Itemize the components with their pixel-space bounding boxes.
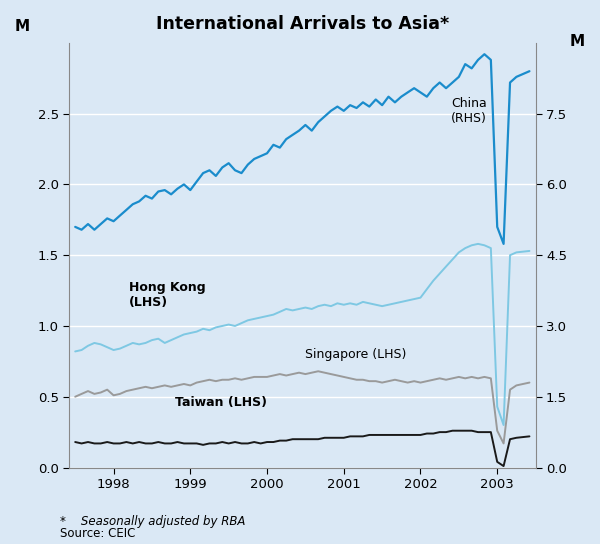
Y-axis label: M: M xyxy=(15,20,30,34)
Text: Source: CEIC: Source: CEIC xyxy=(60,527,136,540)
Text: *    Seasonally adjusted by RBA: * Seasonally adjusted by RBA xyxy=(60,515,245,528)
Y-axis label: M: M xyxy=(570,34,585,50)
Text: Taiwan (LHS): Taiwan (LHS) xyxy=(175,397,267,410)
Text: China
(RHS): China (RHS) xyxy=(451,97,487,125)
Text: Singapore (LHS): Singapore (LHS) xyxy=(305,348,407,361)
Text: Hong Kong
(LHS): Hong Kong (LHS) xyxy=(129,281,206,308)
Title: International Arrivals to Asia*: International Arrivals to Asia* xyxy=(156,15,449,33)
